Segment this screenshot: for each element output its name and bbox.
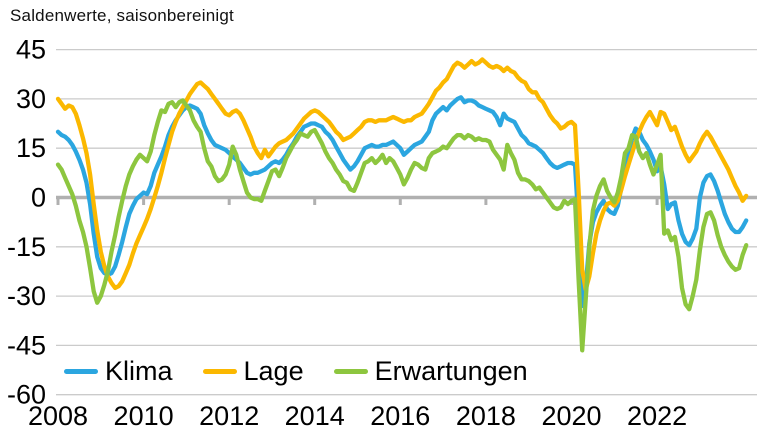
chart-legend: Klima Lage Erwartungen xyxy=(64,356,528,387)
y-tick-label: 45 xyxy=(16,35,46,65)
series-line-klima xyxy=(55,95,749,309)
x-tick-label: 2020 xyxy=(541,401,601,431)
chart-title: Saldenwerte, saisonbereinigt xyxy=(10,6,234,25)
legend-label-erwartungen: Erwartungen xyxy=(374,356,528,386)
y-tick-label: -45 xyxy=(7,330,46,360)
y-tick-label: 15 xyxy=(16,133,46,163)
legend-item-erwartungen: Erwartungen xyxy=(333,356,528,387)
x-axis-ticks xyxy=(56,198,659,205)
y-tick-label: 0 xyxy=(31,183,46,213)
x-axis-labels: 2008 2010 2012 2014 2016 2018 2020 2022 xyxy=(28,401,687,431)
legend-label-lage: Lage xyxy=(243,356,304,386)
legend-item-lage: Lage xyxy=(202,356,304,387)
y-tick-label: -15 xyxy=(7,232,46,262)
x-tick-label: 2008 xyxy=(28,401,88,431)
erwartungen-line-swatch xyxy=(333,369,368,374)
y-tick-label: 30 xyxy=(16,84,46,114)
series-line-erwartungen xyxy=(55,98,749,353)
x-tick-label: 2012 xyxy=(199,401,259,431)
y-tick-label: -30 xyxy=(7,281,46,311)
x-tick-label: 2010 xyxy=(114,401,174,431)
klima-line-swatch xyxy=(64,369,98,374)
x-tick-label: 2022 xyxy=(627,401,687,431)
x-tick-label: 2014 xyxy=(285,401,345,431)
series-line-lage xyxy=(55,57,749,292)
lage-line-swatch xyxy=(202,369,237,374)
y-tick-label: -60 xyxy=(7,380,46,410)
legend-item-klima: Klima xyxy=(64,356,173,387)
x-tick-label: 2016 xyxy=(370,401,430,431)
legend-label-klima: Klima xyxy=(105,356,173,386)
y-axis-labels: 45 30 15 0 -15 -30 -45 -60 xyxy=(7,35,46,410)
gridlines xyxy=(56,48,757,396)
x-tick-label: 2018 xyxy=(456,401,516,431)
